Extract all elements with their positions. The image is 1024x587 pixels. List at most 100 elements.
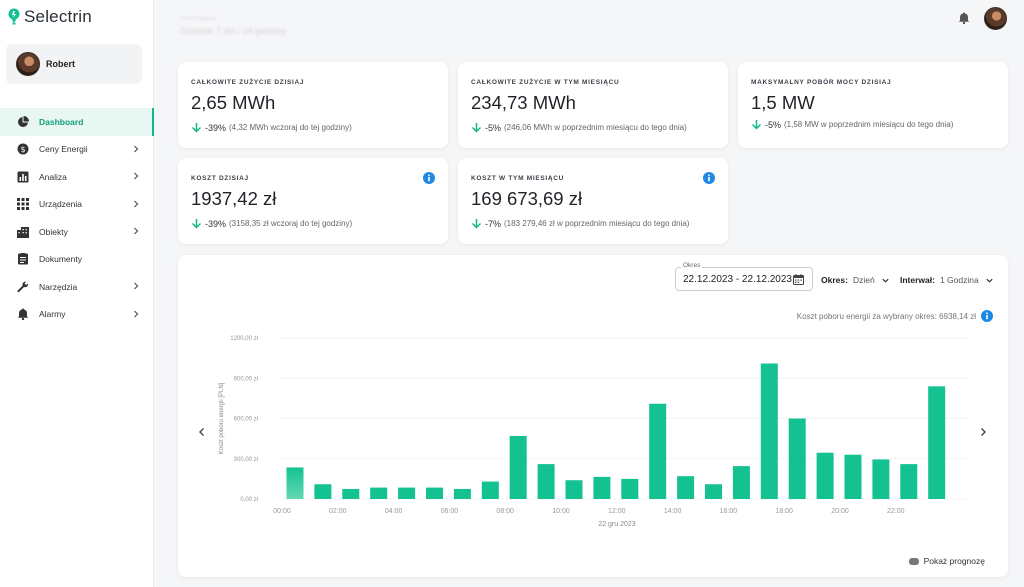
wrench-icon	[17, 281, 29, 293]
bar-0900	[537, 464, 555, 499]
x-tick-label: 08:00	[496, 508, 514, 515]
chevron-left-icon[interactable]	[197, 427, 207, 437]
chevron-right-icon[interactable]	[978, 427, 988, 437]
bar-0100	[314, 484, 332, 499]
x-tick-label: 12:00	[608, 508, 626, 515]
bar-0600	[453, 488, 471, 499]
forecast-toggle-label: Pokaż prognozę	[923, 556, 985, 566]
arrow-down-icon	[471, 219, 482, 229]
bell-icon	[17, 308, 29, 321]
sidebar-item-label: Analiza	[39, 171, 67, 182]
report-period-value: Ostatnie 7 dni i 24 godziny	[180, 26, 287, 36]
card-delta: -5% (246,06 MWh w poprzednim miesiącu do…	[471, 122, 687, 133]
card-value: 1937,42 zł	[191, 188, 277, 209]
bar-1000	[565, 480, 583, 499]
sidebar-item-obiekty[interactable]: Obiekty	[0, 218, 154, 246]
building-icon	[17, 226, 29, 238]
chevron-right-icon	[134, 227, 139, 235]
y-tick-label: 1200,00 zł	[230, 336, 258, 342]
delta-comparison: (1,58 MW w poprzednim miesiącu do tego d…	[784, 120, 954, 129]
card-delta: -7% (183 279,46 zł w poprzednim miesiącu…	[471, 218, 689, 229]
bar-1100	[593, 476, 611, 499]
arrow-down-icon	[751, 120, 762, 130]
chevron-right-icon	[134, 310, 139, 317]
chevron-right-icon	[134, 145, 139, 152]
arrow-down-icon	[191, 219, 202, 229]
delta-percent: -39%	[205, 122, 227, 133]
bar-1200	[621, 478, 639, 499]
info-icon[interactable]	[981, 310, 993, 322]
bar-2000	[844, 454, 862, 499]
bar-1900	[816, 452, 834, 499]
bar-0000	[286, 467, 304, 499]
toggle-switch[interactable]	[908, 557, 919, 565]
card-delta: -39% (3158,35 zł wczoraj do tej godziny)	[191, 218, 352, 229]
info-icon[interactable]	[423, 172, 435, 184]
notifications-bell-icon[interactable]	[958, 12, 970, 24]
kpi-card-total-today: CAŁKOWITE ZUŻYCIE DZISIAJ 2,65 MWh -39% …	[178, 62, 448, 148]
user-avatar-button[interactable]	[984, 7, 1007, 30]
bar-0200	[342, 488, 360, 499]
card-label: CAŁKOWITE ZUŻYCIE W TYM MIESIĄCU	[471, 79, 620, 86]
sidebar-item-urzadzenia[interactable]: Urządzenia	[0, 191, 154, 219]
kpi-card-cost-today: KOSZT DZISIAJ 1937,42 zł -39% (3158,35 z…	[178, 158, 448, 244]
bar-0800	[509, 435, 527, 499]
svg-text:$: $	[20, 145, 25, 154]
delta-percent: -39%	[205, 218, 227, 229]
card-value: 169 673,69 zł	[471, 188, 583, 209]
bar-1800	[788, 418, 806, 499]
arrow-down-icon	[471, 123, 482, 133]
app-logo[interactable]: Selectrin	[7, 7, 92, 27]
sidebar-item-narzedzia[interactable]: Narzędzia	[0, 273, 154, 301]
x-tick-label: 00:00	[273, 508, 291, 515]
cost-chart-panel: Okres 22.12.2023 - 22.12.2023 Okres: Dzi…	[178, 255, 1008, 577]
sidebar-item-alarmy[interactable]: Alarmy	[0, 301, 154, 329]
card-label: KOSZT W TYM MIESIĄCU	[471, 175, 565, 182]
bar-2300	[928, 386, 946, 499]
y-axis-label: Koszt poboru energii [PLN]	[219, 382, 225, 454]
interval-select[interactable]: Interwał: 1 Godzina	[900, 275, 994, 285]
chevron-right-icon	[134, 200, 139, 207]
date-range-value: 22.12.2023 - 22.12.2023	[683, 274, 792, 285]
user-card[interactable]: Robert	[6, 44, 142, 84]
y-tick-label: 0,00 zł	[240, 497, 258, 503]
kpi-card-max-power: MAKSYMALNY POBÓR MOCY DZISIAJ 1,5 MW -5%…	[738, 62, 1008, 148]
y-tick-label: 300,00 zł	[234, 457, 259, 463]
chevron-down-icon	[882, 278, 889, 283]
logo-icon	[8, 8, 20, 25]
delta-percent: -7%	[485, 218, 502, 229]
bar-1500	[705, 484, 722, 499]
sidebar-item-dokumenty[interactable]: Dokumenty	[0, 246, 154, 274]
interval-select-label: Interwał:	[900, 275, 935, 285]
sidebar-item-analiza[interactable]: Analiza	[0, 163, 154, 191]
document-icon	[17, 253, 29, 265]
bar-2100	[872, 459, 890, 499]
card-label: CAŁKOWITE ZUŻYCIE DZISIAJ	[191, 79, 305, 86]
chevron-down-icon	[986, 278, 993, 283]
cost-bar-chart: 0,00 zł 300,00 zł 600,00 zł 900,00 zł 1200,0…	[219, 336, 968, 528]
sidebar-item-ceny-energii[interactable]: $ Ceny Energii	[0, 136, 154, 164]
period-cost-note: Koszt poboru energii za wybrany okres: 6…	[796, 312, 976, 321]
delta-comparison: (183 279,46 zł w poprzednim miesiącu do …	[504, 219, 690, 228]
x-tick-label: 10:00	[552, 508, 570, 515]
info-icon[interactable]	[703, 172, 715, 184]
kpi-card-total-month: CAŁKOWITE ZUŻYCIE W TYM MIESIĄCU 234,73 …	[458, 62, 728, 148]
date-range-label: Okres	[681, 262, 703, 269]
calendar-icon[interactable]	[793, 274, 804, 285]
chevron-right-icon	[134, 172, 139, 180]
delta-percent: -5%	[485, 122, 502, 133]
sidebar-item-dashboard[interactable]: Dashboard	[0, 108, 154, 136]
report-period-select[interactable]: Okres raportu Ostatnie 7 dni i 24 godzin…	[180, 16, 380, 44]
bar-1700	[760, 363, 778, 499]
bar-1300	[649, 403, 667, 499]
forecast-toggle[interactable]: Pokaż prognozę	[908, 556, 985, 566]
date-range-field[interactable]: Okres 22.12.2023 - 22.12.2023	[675, 262, 813, 291]
okres-select[interactable]: Okres: Dzień	[821, 275, 890, 285]
x-tick-label: 16:00	[720, 508, 738, 515]
card-delta: -5% (1,58 MW w poprzednim miesiącu do te…	[751, 119, 953, 130]
bar-0300	[370, 487, 388, 499]
bar-1600	[732, 466, 750, 499]
bar-1400	[677, 476, 695, 499]
kpi-card-cost-month: KOSZT W TYM MIESIĄCU 169 673,69 zł -7% (…	[458, 158, 728, 244]
delta-comparison: (3158,35 zł wczoraj do tej godziny)	[229, 219, 353, 228]
